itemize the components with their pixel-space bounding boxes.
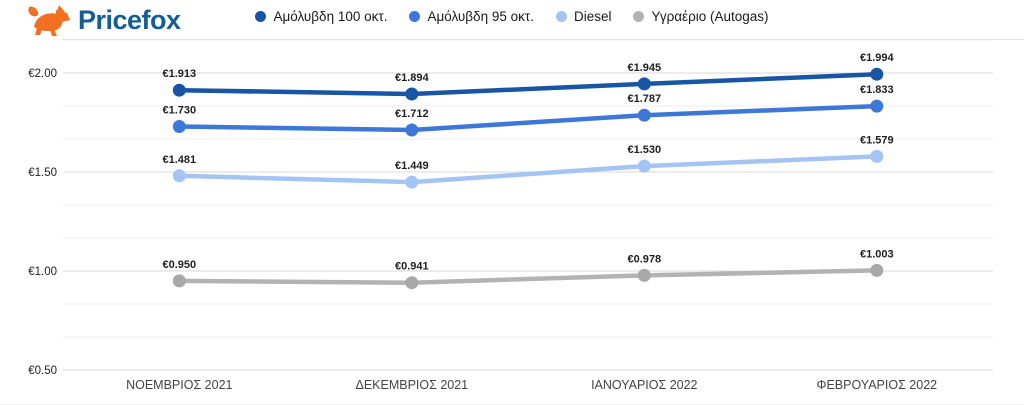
legend-label: Αμόλυβδη 100 οκτ. bbox=[273, 9, 388, 24]
point-value-label: €0.950 bbox=[162, 259, 196, 271]
legend-label: Αμόλυβδη 95 οκτ. bbox=[427, 9, 534, 24]
data-point[interactable] bbox=[172, 169, 186, 183]
data-point[interactable] bbox=[172, 120, 186, 133]
data-point[interactable] bbox=[405, 123, 419, 137]
data-point[interactable] bbox=[870, 149, 884, 163]
data-point[interactable] bbox=[172, 83, 186, 97]
point-value-label: €1.945 bbox=[627, 62, 661, 74]
legend-label: Diesel bbox=[573, 9, 612, 24]
header-divider bbox=[62, 39, 1024, 40]
y-tick-label: €2.00 bbox=[28, 68, 57, 80]
point-value-label: €1.449 bbox=[395, 160, 429, 172]
point-value-label: €1.833 bbox=[860, 84, 894, 96]
point-value-label: €0.941 bbox=[395, 261, 429, 273]
series-line bbox=[177, 268, 880, 285]
y-tick-label: €1.00 bbox=[28, 266, 57, 278]
data-point[interactable] bbox=[405, 276, 419, 290]
data-point[interactable] bbox=[870, 263, 884, 277]
point-value-label: €1.787 bbox=[627, 93, 661, 105]
point-value-label: €1.579 bbox=[860, 134, 894, 146]
point-value-label: €1.003 bbox=[860, 248, 894, 260]
point-value-label: €1.481 bbox=[162, 154, 196, 166]
fox-icon bbox=[28, 5, 70, 36]
x-axis-label: ΝΟΕΜΒΡΙΟΣ 2021 bbox=[126, 378, 232, 392]
point-value-label: €1.894 bbox=[395, 72, 430, 84]
y-tick-label: €1.50 bbox=[28, 167, 57, 179]
data-point[interactable] bbox=[637, 268, 651, 282]
point-value-label: €1.730 bbox=[162, 105, 196, 117]
point-value-label: €0.978 bbox=[627, 253, 661, 265]
data-point[interactable] bbox=[637, 159, 651, 173]
data-point[interactable] bbox=[870, 67, 884, 81]
legend-dot-amolyvdi-95-icon bbox=[409, 11, 421, 22]
point-value-label: €1.530 bbox=[627, 144, 661, 156]
chart-legend: Αμόλυβδη 100 οκτ. Αμόλυβδη 95 οκτ. Diese… bbox=[0, 9, 1024, 24]
point-value-label: €1.913 bbox=[162, 68, 196, 80]
data-point[interactable] bbox=[637, 108, 651, 122]
data-point[interactable] bbox=[172, 274, 186, 288]
x-axis-label: ΔΕΚΕΜΒΡΙΟΣ 2021 bbox=[355, 378, 468, 392]
data-point[interactable] bbox=[870, 99, 884, 113]
data-point[interactable] bbox=[637, 77, 651, 91]
brand-name: Pricefox bbox=[78, 4, 181, 35]
legend-dot-diesel-icon bbox=[555, 11, 567, 22]
legend-item-amolyvdi-100[interactable]: Αμόλυβδη 100 οκτ. bbox=[255, 9, 387, 24]
point-value-label: €1.712 bbox=[395, 108, 429, 120]
legend-dot-amolyvdi-100-icon bbox=[255, 11, 267, 22]
pricefox-logo[interactable]: Pricefox bbox=[26, 3, 181, 37]
legend-label: Υγραέριο (Autogas) bbox=[651, 9, 769, 24]
legend-dot-autogas-icon bbox=[633, 11, 645, 22]
x-axis-label: ΦΕΒΡΟΥΑΡΙΟΣ 2022 bbox=[817, 378, 938, 392]
series-line bbox=[177, 103, 880, 133]
legend-item-diesel[interactable]: Diesel bbox=[555, 9, 612, 24]
header: Pricefox Αμόλυβδη 100 οκτ. Αμόλυβδη 95 ο… bbox=[0, 0, 1024, 40]
x-axis-label: ΙΑΝΟΥΑΡΙΟΣ 2022 bbox=[591, 378, 697, 392]
legend-item-amolyvdi-95[interactable]: Αμόλυβδη 95 οκτ. bbox=[409, 9, 534, 24]
y-tick-label: €0.50 bbox=[28, 365, 57, 377]
point-value-label: €1.994 bbox=[860, 52, 895, 64]
data-point[interactable] bbox=[405, 87, 419, 101]
data-point[interactable] bbox=[405, 175, 419, 189]
series-line bbox=[177, 154, 880, 185]
legend-item-autogas[interactable]: Υγραέριο (Autogas) bbox=[633, 9, 769, 24]
series-line bbox=[177, 71, 880, 97]
